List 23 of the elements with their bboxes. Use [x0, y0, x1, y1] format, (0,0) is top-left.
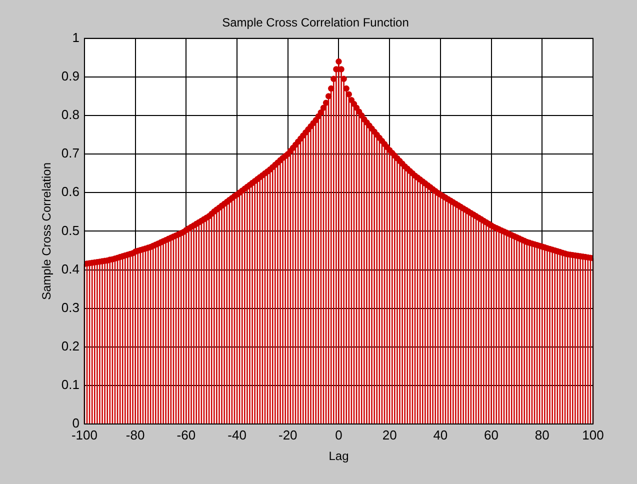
x-axis-title: Lag — [328, 449, 349, 464]
x-tick-label: 20 — [382, 427, 397, 442]
y-tick-label: 0.5 — [61, 222, 80, 238]
x-tick-label: -40 — [228, 427, 246, 442]
x-tick-label: 100 — [582, 427, 604, 442]
y-tick-label: 0.9 — [61, 68, 80, 84]
y-tick-label: 0.7 — [61, 146, 80, 161]
x-tick-label: 80 — [534, 427, 550, 442]
x-tick-label: 40 — [433, 427, 448, 442]
x-tick-label: 0 — [335, 427, 342, 442]
y-tick-label: 0.3 — [61, 300, 80, 315]
x-tick-label: -80 — [126, 427, 145, 442]
y-tick-label: 0.8 — [61, 107, 80, 122]
y-tick-label: 0.4 — [61, 261, 80, 276]
y-tick-label: 0.1 — [61, 377, 80, 392]
x-tick-label: -20 — [278, 427, 298, 442]
y-tick-label: 1 — [72, 30, 80, 45]
y-tick-label: 0.6 — [61, 184, 80, 200]
y-axis-title: Sample Cross Correlation — [40, 162, 54, 300]
x-tick-label: 60 — [484, 427, 499, 442]
chart-title: Sample Cross Correlation Function — [222, 16, 409, 30]
y-tick-label: 0.2 — [61, 338, 80, 354]
x-tick-label: -60 — [176, 427, 196, 442]
